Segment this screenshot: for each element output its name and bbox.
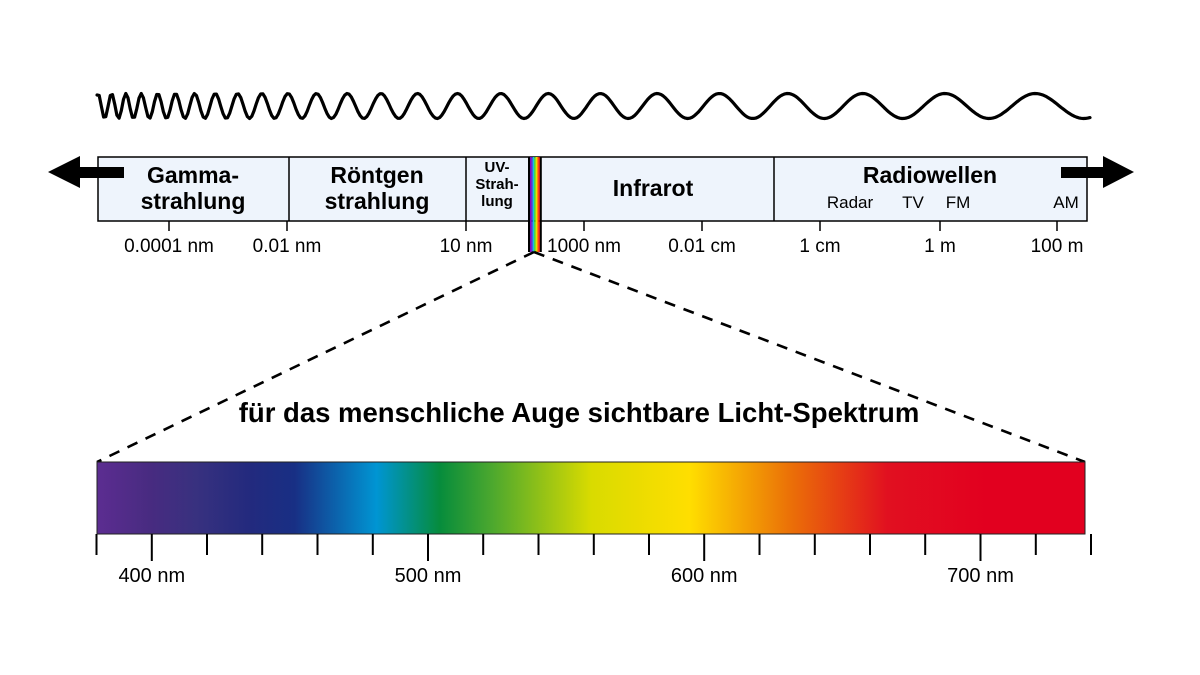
svg-text:0.01 nm: 0.01 nm bbox=[253, 236, 322, 257]
svg-text:Radar: Radar bbox=[827, 193, 874, 212]
svg-text:700 nm: 700 nm bbox=[947, 565, 1014, 587]
svg-text:600 nm: 600 nm bbox=[671, 565, 738, 587]
svg-text:FM: FM bbox=[946, 193, 971, 212]
svg-text:1000 nm: 1000 nm bbox=[547, 236, 621, 257]
svg-text:AM: AM bbox=[1053, 193, 1079, 212]
svg-text:Radiowellen: Radiowellen bbox=[863, 162, 997, 188]
svg-text:0.01 cm: 0.01 cm bbox=[668, 236, 736, 257]
svg-text:Röntgen: Röntgen bbox=[330, 162, 423, 188]
svg-text:Gamma-: Gamma- bbox=[147, 162, 239, 188]
svg-text:1 cm: 1 cm bbox=[799, 236, 840, 257]
svg-text:500 nm: 500 nm bbox=[395, 565, 462, 587]
svg-text:für das menschliche Auge sicht: für das menschliche Auge sichtbare Licht… bbox=[239, 397, 920, 428]
svg-text:Infrarot: Infrarot bbox=[613, 175, 694, 201]
svg-text:0.0001 nm: 0.0001 nm bbox=[124, 236, 214, 257]
svg-text:Strah-: Strah- bbox=[475, 176, 518, 193]
svg-text:400 nm: 400 nm bbox=[118, 565, 185, 587]
svg-text:10 nm: 10 nm bbox=[440, 236, 493, 257]
svg-text:UV-: UV- bbox=[484, 159, 509, 176]
svg-text:100 m: 100 m bbox=[1031, 236, 1084, 257]
svg-text:strahlung: strahlung bbox=[325, 188, 430, 214]
svg-text:strahlung: strahlung bbox=[141, 188, 246, 214]
svg-text:lung: lung bbox=[481, 193, 513, 210]
svg-text:TV: TV bbox=[902, 193, 924, 212]
svg-text:1 m: 1 m bbox=[924, 236, 956, 257]
